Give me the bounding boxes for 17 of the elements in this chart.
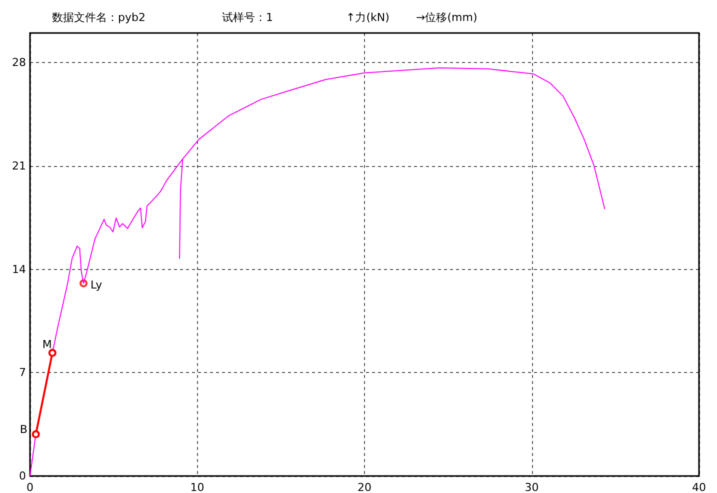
chart-title: 数据文件名：pyb2 xyxy=(52,11,146,24)
y-tick-label: 28 xyxy=(12,56,26,70)
x-tick-label: 20 xyxy=(358,481,372,493)
y-tick-label: 7 xyxy=(19,366,26,380)
y-tick-label: 14 xyxy=(12,262,26,276)
x-tick-label: 30 xyxy=(524,481,539,493)
annotation: B xyxy=(20,423,28,436)
x-tick-label: 0 xyxy=(26,481,34,493)
x-tick-label: 10 xyxy=(190,481,204,493)
chart-subtitle: 试样号：1 xyxy=(222,11,273,24)
y-tick-label: 21 xyxy=(12,159,26,172)
annotation: M xyxy=(42,338,52,351)
x-axis-title: →位移(mm) xyxy=(416,11,478,24)
annotation: Ly xyxy=(90,278,103,292)
y-axis-title: ↑力(kN) xyxy=(346,11,390,24)
y-tick-label: 0 xyxy=(19,470,26,482)
x-tick-label: 40 xyxy=(692,481,706,493)
